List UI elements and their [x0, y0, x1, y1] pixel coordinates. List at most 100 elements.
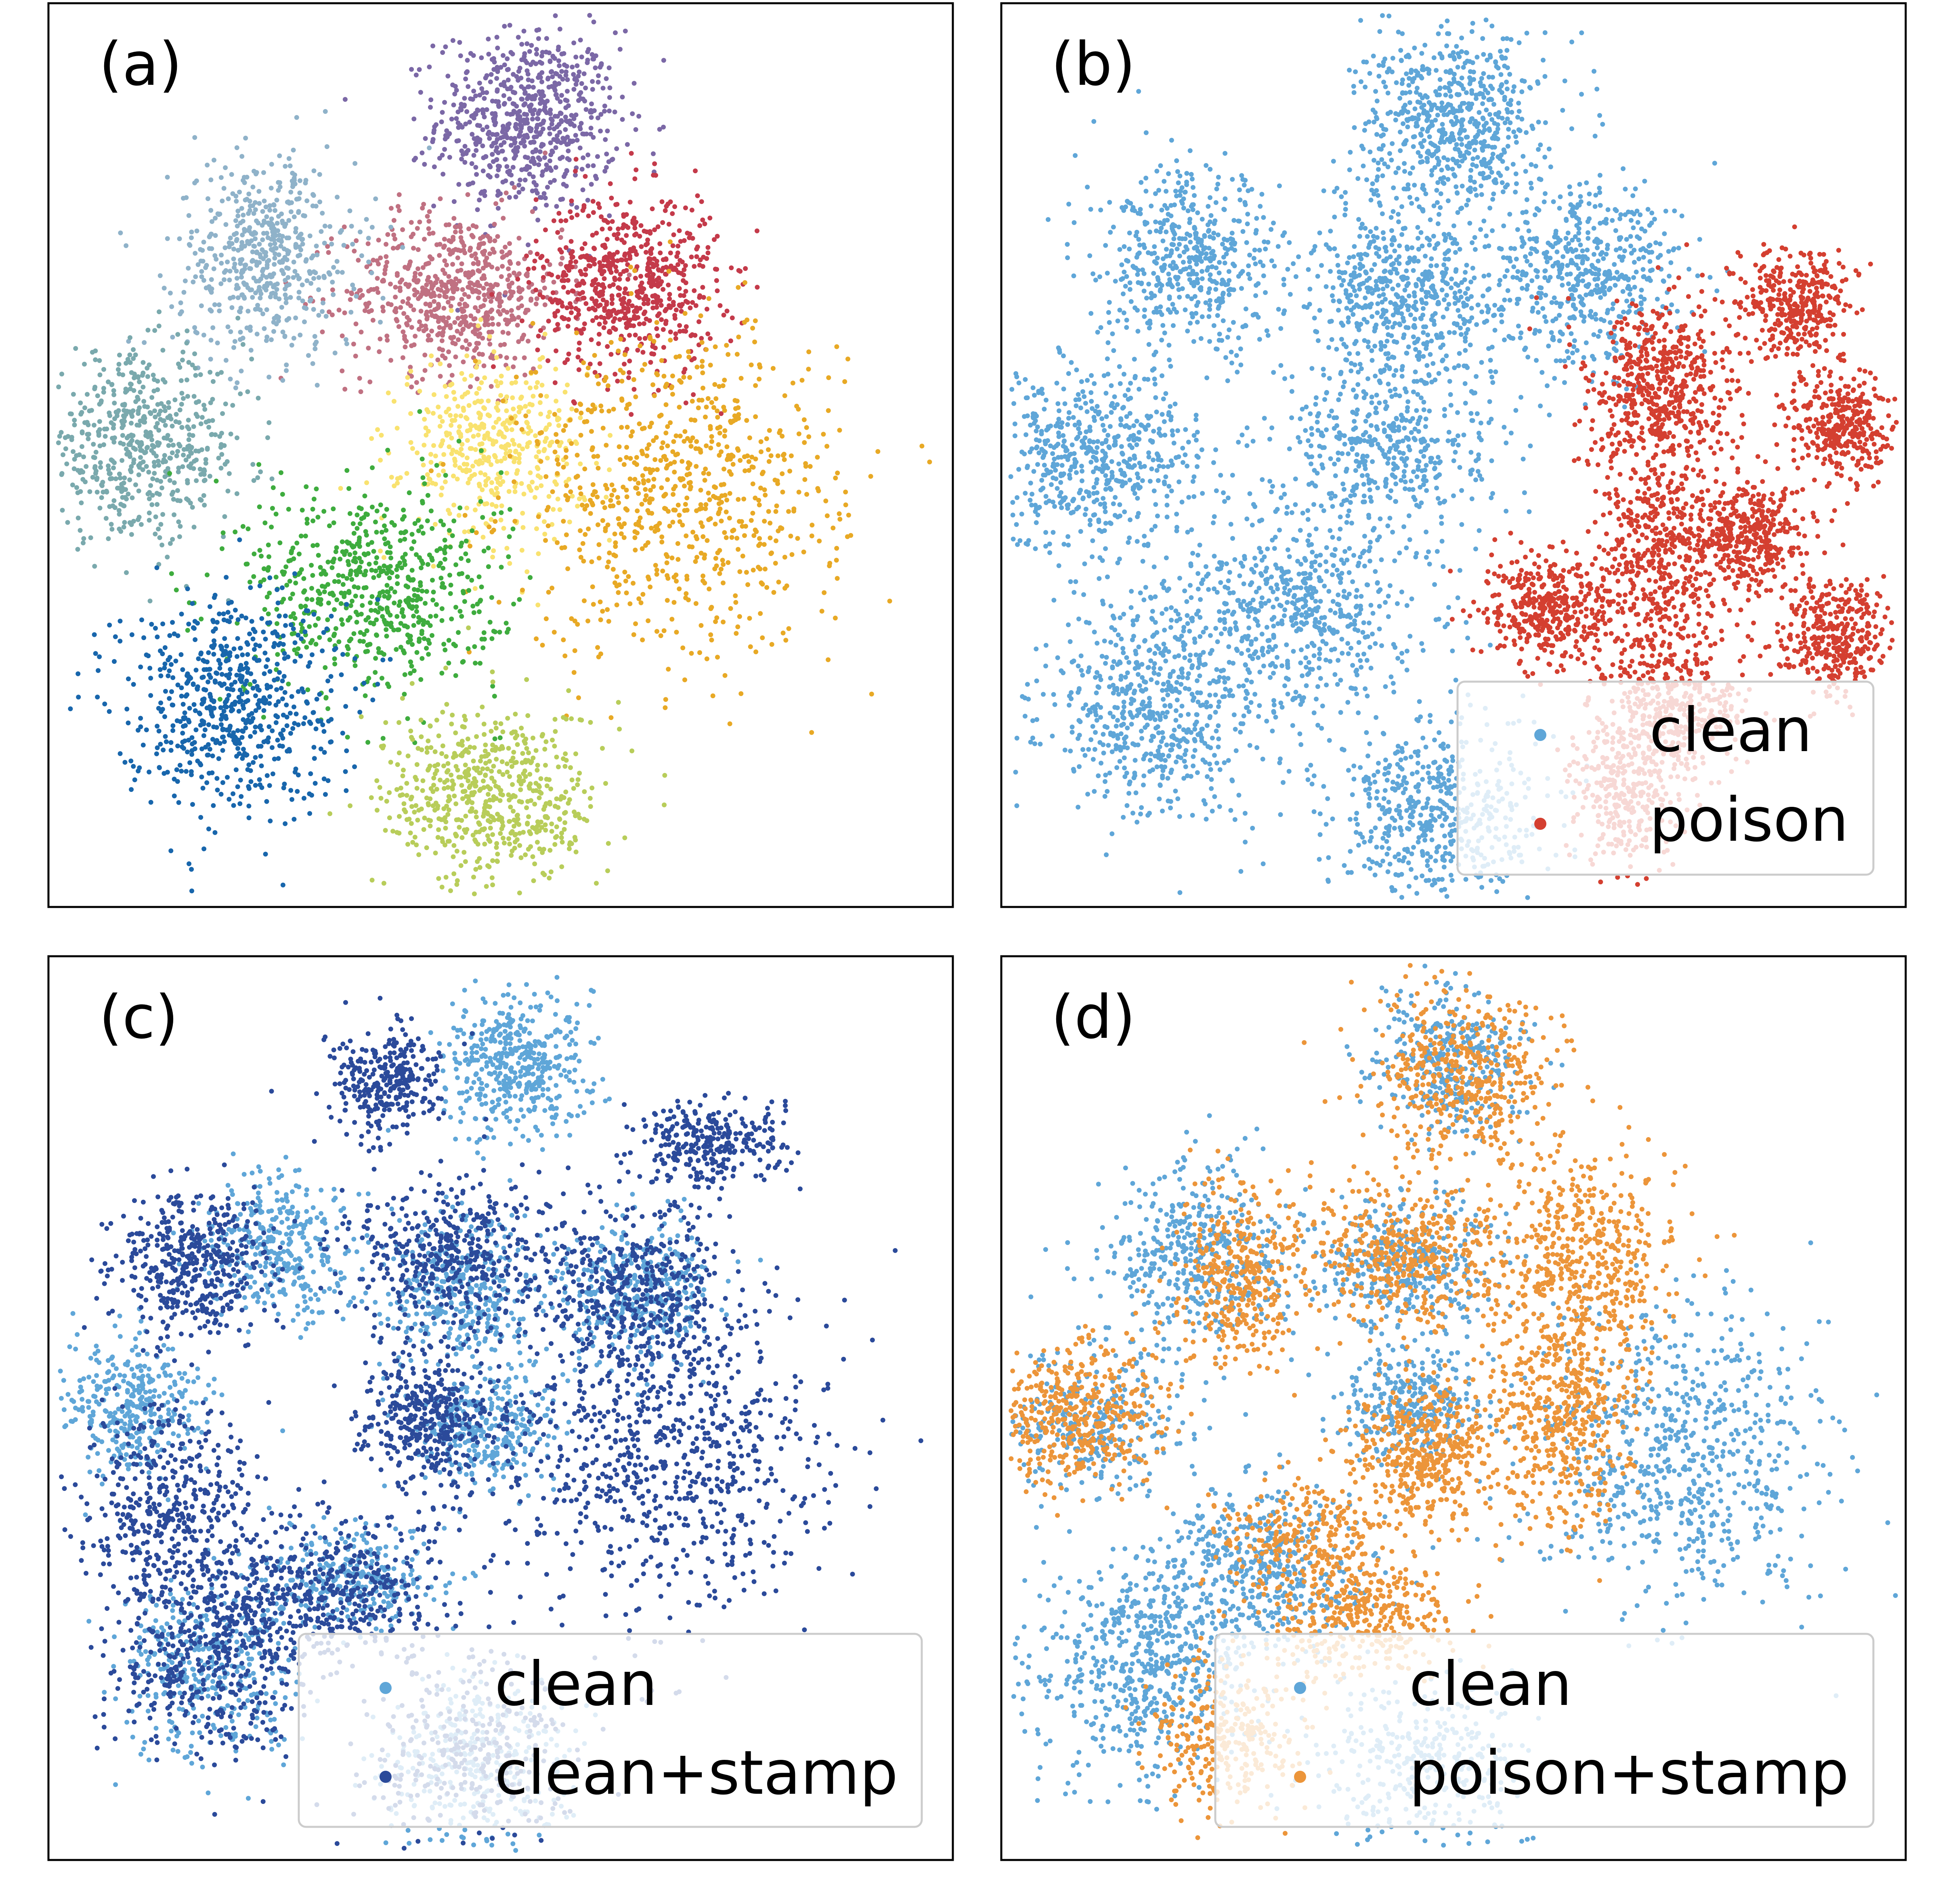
scatter-point	[542, 285, 547, 290]
scatter-point	[533, 188, 538, 193]
scatter-point	[545, 185, 550, 190]
scatter-point	[522, 373, 527, 378]
scatter-point	[456, 182, 461, 187]
scatter-point	[562, 51, 566, 56]
scatter-point	[444, 262, 449, 267]
scatter-point	[424, 302, 428, 306]
scatter-point	[563, 98, 568, 103]
scatter-point	[513, 151, 518, 155]
scatter-point	[440, 50, 445, 55]
scatter-point	[625, 142, 630, 147]
scatter-point	[505, 57, 510, 61]
scatter-point	[519, 57, 524, 62]
scatter-point	[466, 227, 471, 231]
scatter-point	[543, 151, 547, 155]
scatter-point	[464, 150, 469, 155]
scatter-point	[388, 281, 393, 286]
scatter-point	[522, 121, 527, 126]
scatter-point	[431, 204, 436, 208]
scatter-point	[430, 44, 435, 48]
scatter-point	[381, 309, 386, 313]
scatter-point	[451, 103, 456, 107]
scatter-point	[329, 236, 334, 241]
scatter-point	[487, 136, 492, 141]
scatter-point	[495, 174, 499, 178]
scatter-point	[534, 47, 539, 52]
scatter-point	[495, 68, 500, 73]
scatter-point	[591, 163, 596, 168]
scatter-point	[584, 132, 589, 136]
scatter-point	[575, 78, 579, 83]
scatter-point	[445, 73, 450, 78]
scatter-point	[409, 325, 414, 330]
scatter-point	[470, 132, 474, 137]
scatter-point	[484, 125, 489, 130]
scatter-point	[593, 65, 598, 70]
scatter-point	[563, 127, 568, 132]
scatter-point	[589, 126, 594, 130]
scatter-point	[548, 59, 553, 64]
scatter-point	[581, 155, 585, 160]
scatter-point	[493, 132, 498, 137]
scatter-point	[501, 180, 505, 185]
scatter-point	[495, 157, 499, 162]
scatter-point	[580, 167, 585, 172]
scatter-point	[618, 47, 623, 52]
scatter-point	[484, 73, 489, 78]
scatter-point	[595, 154, 600, 159]
scatter-point	[432, 299, 436, 304]
scatter-point	[602, 109, 607, 113]
scatter-point	[541, 93, 546, 98]
scatter-point	[575, 205, 579, 210]
scatter-point	[598, 129, 603, 134]
scatter-point	[527, 126, 532, 130]
scatter-point	[610, 157, 615, 162]
scatter-point	[432, 164, 437, 169]
scatter-point	[476, 268, 480, 273]
scatter-point	[596, 115, 600, 120]
scatter-point	[509, 85, 514, 90]
scatter-point	[489, 72, 494, 77]
scatter-point	[537, 89, 541, 94]
scatter-point	[385, 232, 390, 237]
scatter-point	[384, 254, 388, 259]
scatter-point	[530, 94, 535, 99]
scatter-point	[506, 78, 511, 82]
scatter-point	[562, 174, 566, 179]
scatter-point	[587, 13, 592, 18]
scatter-point	[507, 241, 512, 246]
scatter-point	[565, 89, 570, 94]
scatter-point	[579, 81, 584, 86]
scatter-point	[482, 363, 487, 368]
scatter-point	[553, 114, 558, 119]
scatter-point	[397, 208, 402, 213]
scatter-point	[423, 136, 428, 141]
scatter-point	[449, 117, 454, 122]
scatter-point	[440, 348, 445, 353]
scatter-point	[565, 156, 570, 161]
scatter-point	[514, 74, 519, 79]
scatter-point	[495, 35, 499, 40]
scatter-point	[511, 90, 516, 94]
scatter-point	[566, 149, 570, 153]
scatter-point	[620, 94, 625, 99]
scatter-point	[501, 216, 505, 220]
scatter-point	[507, 273, 512, 278]
scatter-point	[550, 84, 554, 89]
scatter-point	[540, 142, 545, 147]
scatter-point	[623, 29, 628, 34]
scatter-point	[463, 77, 468, 82]
scatter-point	[503, 157, 508, 162]
scatter-point	[589, 182, 594, 187]
scatter-point	[538, 149, 543, 154]
scatter-point	[502, 102, 507, 107]
scatter-point	[455, 316, 460, 321]
scatter-point	[459, 149, 464, 153]
scatter-point	[554, 204, 559, 209]
scatter-point	[459, 268, 464, 273]
scatter-point	[607, 86, 612, 90]
scatter-point	[565, 134, 570, 139]
scatter-point	[464, 109, 469, 114]
scatter-point	[499, 274, 504, 279]
scatter-point	[569, 121, 574, 126]
